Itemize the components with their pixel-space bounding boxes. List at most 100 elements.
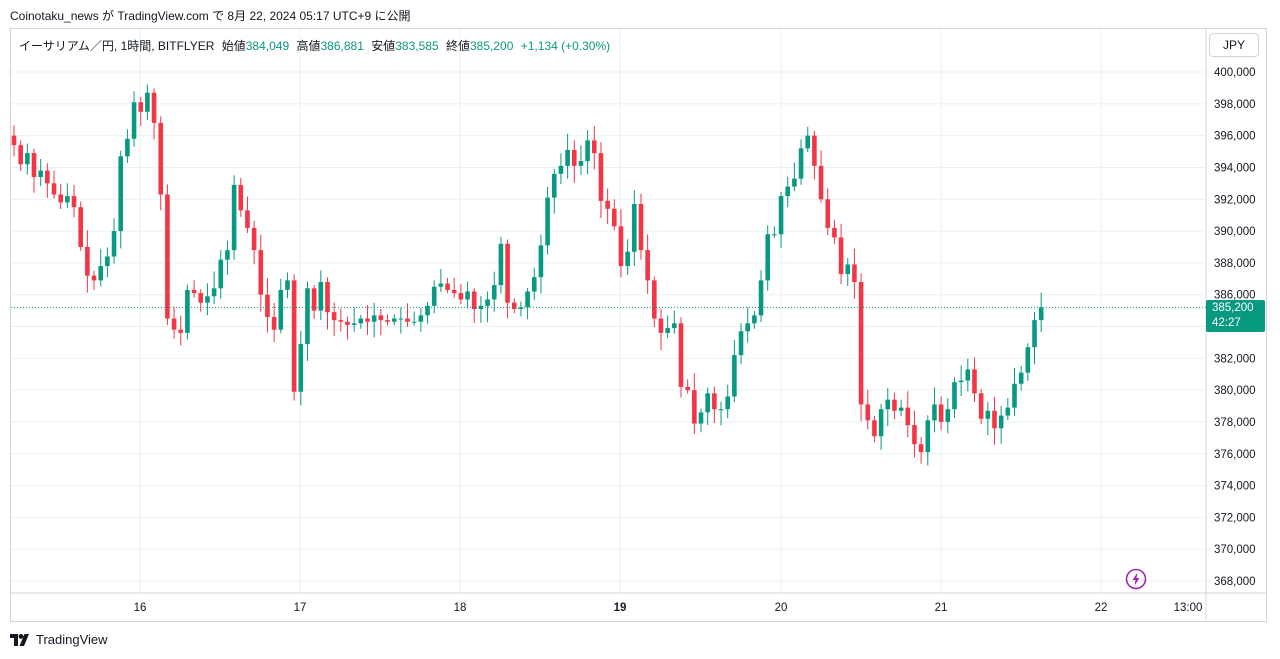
candle <box>531 267 537 301</box>
candle-body <box>912 425 917 445</box>
candle-body <box>425 305 430 316</box>
candle <box>898 399 904 417</box>
candle <box>658 308 664 351</box>
y-tick-label: 388,000 <box>1214 258 1256 270</box>
candle-body <box>238 184 244 211</box>
candle-body <box>758 280 764 316</box>
candle-body <box>852 264 857 282</box>
candle <box>138 96 144 127</box>
candle-body <box>378 315 384 321</box>
candle-body <box>812 135 817 166</box>
candle <box>391 314 397 326</box>
y-tick-label: 382,000 <box>1214 353 1256 365</box>
candle-body <box>905 407 911 426</box>
x-tick-label: 22 <box>1095 602 1108 614</box>
candle-body <box>898 407 904 411</box>
candle-body <box>638 204 644 251</box>
candle-body <box>431 286 437 306</box>
candle <box>91 270 97 290</box>
candle-body <box>451 289 457 294</box>
candle-body <box>838 237 844 275</box>
candle <box>385 314 390 326</box>
candle-body <box>405 318 410 322</box>
candle <box>251 220 257 265</box>
candle-body <box>765 234 771 281</box>
candle-body <box>665 328 670 333</box>
candle <box>51 170 57 199</box>
candle <box>491 271 497 312</box>
y-tick-label: 368,000 <box>1214 576 1256 588</box>
candle <box>318 270 324 321</box>
candle <box>111 218 117 264</box>
candle <box>265 278 270 333</box>
symbol-label[interactable]: イーサリアム／円, 1時間, BITFLYER <box>19 39 215 53</box>
candle-body <box>785 186 791 197</box>
candle <box>285 272 290 299</box>
currency-button[interactable]: JPY <box>1209 33 1259 57</box>
candle-body <box>371 315 377 322</box>
candle <box>812 130 817 180</box>
tradingview-logo-icon <box>10 633 29 646</box>
candle-body <box>778 196 784 235</box>
close-value: 385,200 <box>470 39 514 53</box>
tradingview-footer[interactable]: TradingView <box>10 632 108 647</box>
candle-body <box>972 369 977 394</box>
candle-body <box>545 197 550 246</box>
candle-body <box>965 369 971 381</box>
candle-body <box>458 293 464 300</box>
candle <box>832 219 837 244</box>
candle-body <box>658 318 664 333</box>
candle-body <box>678 323 684 387</box>
candle <box>25 143 30 175</box>
candle-body <box>45 170 50 184</box>
candle-body <box>932 404 937 421</box>
candle-body <box>231 184 237 251</box>
candle <box>758 270 764 323</box>
candle <box>405 303 410 327</box>
candle-body <box>38 170 43 177</box>
candle-body <box>858 281 864 405</box>
candle-body <box>105 256 110 267</box>
candle <box>105 247 110 278</box>
candle-body <box>178 329 184 333</box>
candle-body <box>538 245 544 278</box>
candle-body <box>51 183 57 195</box>
candle <box>58 184 63 209</box>
candle <box>992 396 997 445</box>
candle <box>972 357 977 402</box>
candle <box>591 125 597 170</box>
candle <box>765 225 771 291</box>
candle <box>738 323 744 365</box>
candle-body <box>525 291 530 308</box>
y-tick-label: 380,000 <box>1214 385 1256 397</box>
candle <box>778 192 784 249</box>
candle-body <box>365 318 370 322</box>
last-price-tag: 385,200 42:27 <box>1206 300 1265 332</box>
candle-body <box>558 165 564 174</box>
candle-body <box>398 318 404 320</box>
candle <box>431 280 437 314</box>
candle-body <box>391 318 397 322</box>
candle <box>752 310 757 329</box>
candle-body <box>245 210 250 228</box>
candle <box>511 298 517 314</box>
candle <box>665 315 670 339</box>
x-tick-label: 16 <box>134 602 147 614</box>
lightning-icon[interactable] <box>1125 568 1147 590</box>
candle <box>418 308 424 332</box>
candle-body <box>298 343 304 392</box>
candle <box>365 305 370 335</box>
y-tick-label: 370,000 <box>1214 544 1256 556</box>
candle-body <box>1018 372 1024 384</box>
candle <box>231 175 237 260</box>
candle <box>131 91 137 147</box>
candle-body <box>285 280 290 290</box>
candle-body <box>511 302 517 310</box>
candle <box>652 276 657 328</box>
candle <box>1025 343 1031 381</box>
candle <box>71 184 77 218</box>
candle-body <box>672 323 677 329</box>
candle <box>918 437 924 464</box>
candle-body <box>605 200 610 209</box>
